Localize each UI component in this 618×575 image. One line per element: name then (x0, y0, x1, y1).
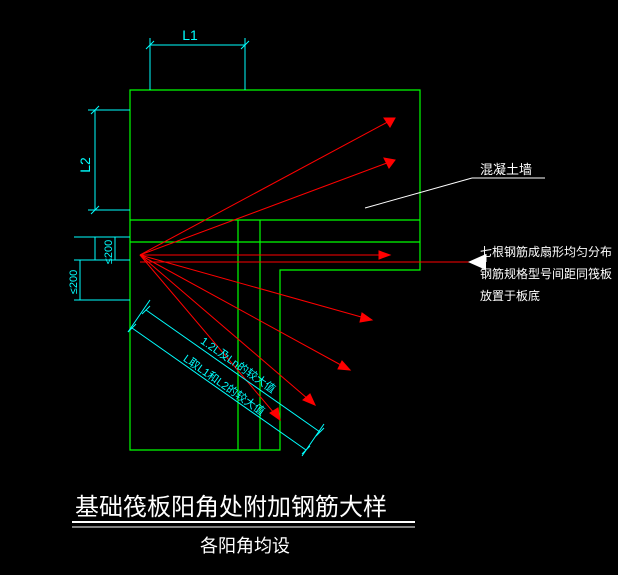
rebar-note-2: 钢筋规格型号间距同筏板 (480, 266, 612, 281)
drawing-subtitle: 各阳角均设 (200, 536, 290, 556)
dim-offset-a: ≤200 (103, 240, 115, 264)
dim-l1: L1 (182, 27, 198, 43)
detail-drawing: L1 L2 ≤200 ≤200 1.2L及Ln的较大值 L取L1和L2的较大值 … (0, 0, 618, 575)
drawing-title: 基础筏板阳角处附加钢筋大样 (75, 494, 387, 521)
annotations: 混凝土墙 七根钢筋成扇形均匀分布 钢筋规格型号间距同筏板 放置于板底 (365, 162, 612, 303)
rebar-note-3: 放置于板底 (480, 288, 540, 303)
dimension-text: L1 L2 ≤200 ≤200 1.2L及Ln的较大值 L取L1和L2的较大值 (68, 27, 279, 418)
title-block: 基础筏板阳角处附加钢筋大样 各阳角均设 (72, 494, 415, 556)
structure-outline (130, 90, 420, 450)
rebar-fan (140, 118, 475, 420)
rebar-note-1: 七根钢筋成扇形均匀分布 (480, 244, 612, 259)
dim-l2: L2 (77, 157, 93, 173)
wall-label: 混凝土墙 (480, 162, 532, 177)
dim-offset-b: ≤200 (68, 270, 80, 294)
